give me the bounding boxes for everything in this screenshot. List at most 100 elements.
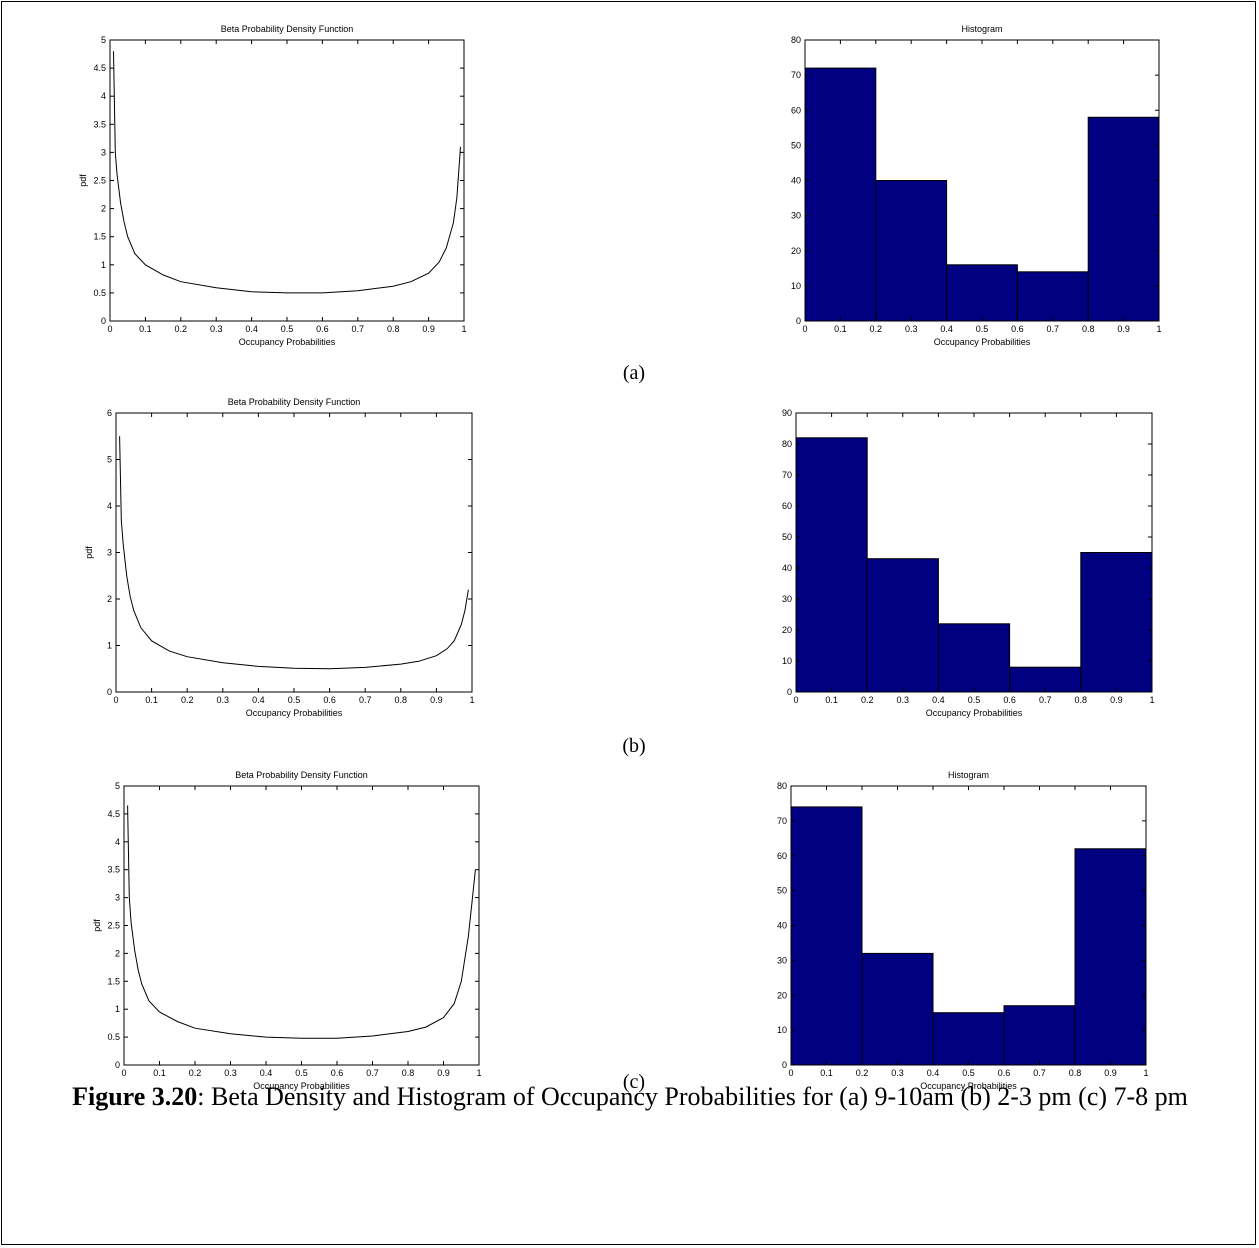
x-tick-label: 0.6 <box>331 1068 344 1078</box>
y-tick-label: 4.5 <box>93 63 106 73</box>
histogram-bar <box>804 67 877 322</box>
y-tick-label: 4 <box>115 837 120 847</box>
y-tick-label: 2 <box>115 948 120 958</box>
x-tick-label: 1 <box>461 324 466 334</box>
x-tick-label: 0.6 <box>1011 324 1024 334</box>
y-axis-label: pdf <box>84 546 94 559</box>
y-tick-label: 4.5 <box>107 809 120 819</box>
figure-caption-text: : Beta Density and Histogram of Occupanc… <box>197 1082 1188 1111</box>
y-tick-label: 80 <box>791 35 801 45</box>
y-tick-label: 30 <box>791 211 801 221</box>
x-tick-label: 0.7 <box>366 1068 379 1078</box>
x-tick-label: 0.9 <box>1104 1068 1117 1078</box>
x-tick-label: 0.8 <box>1075 695 1088 705</box>
x-tick-label: 0.9 <box>422 324 435 334</box>
histogram-bar <box>1087 116 1160 322</box>
chart-a-histogram: 0 0.1 0.2 0.3 0.4 0.5 0.6 0.7 0.8 0.9 101020304050… <box>791 24 1162 347</box>
x-tick-label: 0.1 <box>139 324 152 334</box>
x-tick-label: 0.8 <box>402 1068 415 1078</box>
x-tick-label: 0 <box>107 324 112 334</box>
y-tick-label: 0 <box>796 316 801 326</box>
chart-c-beta-pdf: 0 0.1 0.2 0.3 0.4 0.5 0.6 0.7 0.8 0.9 1 0 0.5 1 1.5 2 2.… <box>92 770 482 1091</box>
x-tick-label: 0.3 <box>905 324 918 334</box>
y-tick-label: 1 <box>101 260 106 270</box>
x-axis-label: Occupancy Probabilities <box>920 1081 1017 1091</box>
y-tick-label: 80 <box>777 781 787 791</box>
x-tick-label: 0.3 <box>217 695 230 705</box>
chart-b-beta-pdf: 0 0.1 0.2 0.3 0.4 0.5 0.6 0.7 0.8 0.9 1 0 1 2 3 4 5 6 Beta… <box>84 397 475 718</box>
x-tick-label: 0.9 <box>430 695 443 705</box>
x-tick-label: 0.8 <box>387 324 400 334</box>
chart-title: Beta Probability Density Function <box>235 770 368 780</box>
pdf-curve <box>127 805 476 1039</box>
y-tick-label: 6 <box>107 408 112 418</box>
histogram-bar <box>866 558 939 693</box>
chart-title: Beta Probability Density Function <box>228 397 361 407</box>
x-tick-label: 0.5 <box>962 1068 975 1078</box>
histogram-bar <box>946 264 1018 322</box>
x-tick-label: 0.4 <box>927 1068 940 1078</box>
histogram-bar <box>932 1012 1005 1066</box>
y-tick-label: 60 <box>782 501 792 511</box>
y-tick-label: 50 <box>791 140 801 150</box>
x-tick-label: 0 <box>788 1068 793 1078</box>
histogram-bar <box>937 623 1011 693</box>
x-tick-label: 0.6 <box>998 1068 1011 1078</box>
x-tick-label: 0.6 <box>316 324 329 334</box>
x-tick-label: 1 <box>1149 695 1154 705</box>
y-tick-label: 1.5 <box>93 232 106 242</box>
x-tick-label: 0.2 <box>856 1068 869 1078</box>
x-tick-label: 0.8 <box>1082 324 1095 334</box>
x-axis-label: Occupancy Probabilities <box>239 337 336 347</box>
x-tick-label: 1 <box>1156 324 1161 334</box>
x-tick-label: 0.2 <box>861 695 874 705</box>
chart-title: Histogram <box>948 770 989 780</box>
x-tick-label: 0 <box>793 695 798 705</box>
y-axis-label: pdf <box>92 919 102 932</box>
x-tick-label: 0.1 <box>145 695 158 705</box>
x-axis-label: Occupancy Probabilities <box>253 1081 350 1091</box>
y-tick-label: 5 <box>115 781 120 791</box>
x-tick-label: 0.4 <box>932 695 945 705</box>
x-tick-label: 1 <box>469 695 474 705</box>
y-tick-label: 3.5 <box>93 119 106 129</box>
y-tick-label: 0.5 <box>107 1032 120 1042</box>
x-tick-label: 0.7 <box>352 324 365 334</box>
x-tick-label: 0.5 <box>976 324 989 334</box>
y-tick-label: 60 <box>791 105 801 115</box>
figure-caption: Figure 3.20: Beta Density and Histogram … <box>60 1080 1200 1114</box>
x-tick-label: 0.4 <box>260 1068 273 1078</box>
x-tick-label: 0.6 <box>323 695 336 705</box>
x-tick-label: 0.8 <box>1069 1068 1082 1078</box>
y-tick-label: 0 <box>107 687 112 697</box>
y-tick-label: 70 <box>777 816 787 826</box>
x-tick-label: 0.3 <box>891 1068 904 1078</box>
y-tick-label: 0.5 <box>93 288 106 298</box>
x-tick-label: 0.2 <box>181 695 194 705</box>
y-tick-label: 5 <box>107 455 112 465</box>
histogram-bar <box>795 437 868 693</box>
y-tick-label: 20 <box>777 990 787 1000</box>
y-tick-label: 40 <box>791 176 801 186</box>
chart-c-histogram: 0 0.1 0.2 0.3 0.4 0.5 0.6 0.7 0.8 0.9 101020304050… <box>777 770 1149 1091</box>
y-tick-label: 2 <box>101 204 106 214</box>
y-tick-label: 0 <box>115 1060 120 1070</box>
x-tick-label: 0.4 <box>245 324 258 334</box>
x-tick-label: 0.9 <box>1110 695 1123 705</box>
figure-caption-label: Figure 3.20 <box>72 1082 198 1111</box>
y-tick-label: 70 <box>791 70 801 80</box>
x-axis-label: Occupancy Probabilities <box>934 337 1031 347</box>
x-tick-label: 0.4 <box>252 695 265 705</box>
y-tick-label: 5 <box>101 35 106 45</box>
y-tick-label: 3 <box>107 548 112 558</box>
y-tick-label: 1 <box>115 1004 120 1014</box>
x-tick-label: 0 <box>113 695 118 705</box>
sublabel-b: (b) <box>622 735 646 757</box>
y-tick-label: 2.5 <box>93 176 106 186</box>
y-tick-label: 60 <box>777 851 787 861</box>
chart-title: Histogram <box>961 24 1002 34</box>
y-tick-label: 2 <box>107 594 112 604</box>
y-tick-label: 10 <box>791 281 801 291</box>
x-tick-label: 0.9 <box>1117 324 1130 334</box>
histogram-bar <box>790 806 863 1066</box>
